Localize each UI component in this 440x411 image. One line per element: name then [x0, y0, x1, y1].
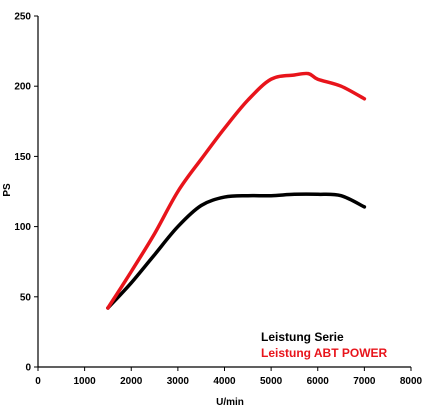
legend-series-serie: Leistung Serie — [261, 330, 344, 344]
y-tick-label-100: 100 — [14, 222, 31, 233]
x-tick-label-6000: 6000 — [307, 376, 330, 387]
x-tick-label-8000: 8000 — [400, 376, 423, 387]
chart-axes — [37, 16, 411, 368]
x-tick-label-7000: 7000 — [353, 376, 376, 387]
y-tick-label-0: 0 — [25, 363, 31, 374]
x-tick-label-2000: 2000 — [120, 376, 143, 387]
x-tick-label-1000: 1000 — [74, 376, 97, 387]
x-tick-label-5000: 5000 — [260, 376, 283, 387]
series-line-leistung-abt-power — [106, 71, 367, 310]
x-tick-label-4000: 4000 — [213, 376, 236, 387]
y-tick-label-250: 250 — [14, 12, 31, 23]
y-tick-label-150: 150 — [14, 152, 31, 163]
chart-series — [106, 71, 367, 310]
y-tick-label-200: 200 — [14, 82, 31, 93]
y-ticks: 0 50 100 150 200 250 — [14, 12, 38, 374]
y-tick-label-50: 50 — [20, 292, 32, 303]
x-tick-label-3000: 3000 — [167, 376, 190, 387]
legend-series-abt-power: Leistung ABT POWER — [261, 346, 388, 360]
x-ticks: 0 1000 2000 3000 4000 5000 6000 7000 8000 — [35, 367, 423, 387]
series-line-leistung-serie — [106, 192, 367, 310]
x-tick-label-0: 0 — [35, 376, 41, 387]
y-axis-label: PS — [2, 183, 13, 197]
x-axis-label: U/min — [216, 397, 244, 408]
